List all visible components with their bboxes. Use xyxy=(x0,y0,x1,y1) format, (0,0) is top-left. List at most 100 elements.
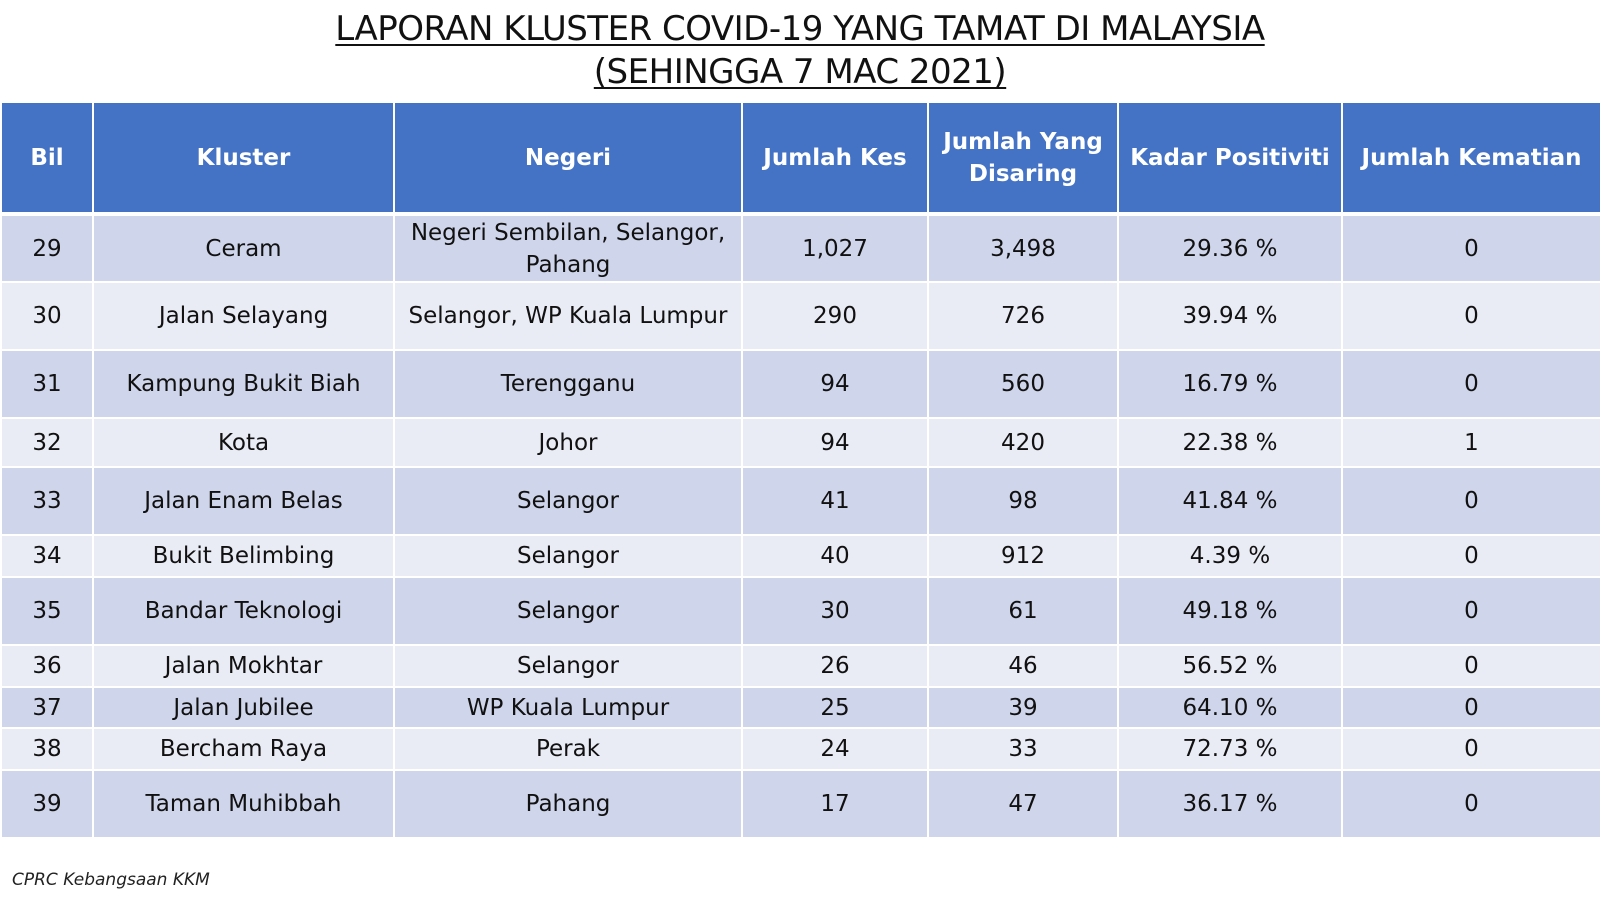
cell-jumlah-kes: 17 xyxy=(741,769,929,839)
cell-jumlah-disaring: 33 xyxy=(927,727,1119,771)
cell-negeri: Johor xyxy=(393,417,743,468)
cell-jumlah-kes: 94 xyxy=(741,417,929,468)
report-title: LAPORAN KLUSTER COVID-19 YANG TAMAT DI M… xyxy=(0,8,1600,94)
table-row: 35 Bandar Teknologi Selangor 30 61 49.18… xyxy=(0,576,1600,646)
cell-jumlah-kematian: 0 xyxy=(1341,727,1600,771)
cell-bil: 34 xyxy=(0,534,94,578)
header-kluster: Kluster xyxy=(92,101,395,216)
cell-jumlah-kes: 40 xyxy=(741,534,929,578)
cell-jumlah-kes: 1,027 xyxy=(741,213,929,283)
cell-negeri: Negeri Sembilan, Selangor, Pahang xyxy=(393,213,743,283)
cell-kluster: Bercham Raya xyxy=(92,727,395,771)
cell-kadar-positiviti: 56.52 % xyxy=(1117,644,1343,688)
cell-jumlah-kematian: 0 xyxy=(1341,466,1600,536)
cell-jumlah-disaring: 560 xyxy=(927,349,1119,419)
header-jumlah-disaring: Jumlah Yang Disaring xyxy=(927,101,1119,216)
cell-kadar-positiviti: 49.18 % xyxy=(1117,576,1343,646)
cell-kluster: Jalan Jubilee xyxy=(92,686,395,729)
cell-kadar-positiviti: 64.10 % xyxy=(1117,686,1343,729)
cell-bil: 39 xyxy=(0,769,94,839)
cell-jumlah-kes: 30 xyxy=(741,576,929,646)
cell-negeri: Selangor, WP Kuala Lumpur xyxy=(393,281,743,351)
cell-jumlah-disaring: 912 xyxy=(927,534,1119,578)
cell-bil: 36 xyxy=(0,644,94,688)
cell-bil: 30 xyxy=(0,281,94,351)
cell-negeri: WP Kuala Lumpur xyxy=(393,686,743,729)
cell-negeri: Selangor xyxy=(393,576,743,646)
cell-kluster: Jalan Enam Belas xyxy=(92,466,395,536)
cell-jumlah-disaring: 46 xyxy=(927,644,1119,688)
cell-kluster: Taman Muhibbah xyxy=(92,769,395,839)
table-row: 37 Jalan Jubilee WP Kuala Lumpur 25 39 6… xyxy=(0,686,1600,729)
cell-bil: 37 xyxy=(0,686,94,729)
cell-bil: 32 xyxy=(0,417,94,468)
header-negeri: Negeri xyxy=(393,101,743,216)
cell-jumlah-kematian: 0 xyxy=(1341,281,1600,351)
cluster-table: Bil Kluster Negeri Jumlah Kes Jumlah Yan… xyxy=(0,101,1600,839)
cell-kadar-positiviti: 72.73 % xyxy=(1117,727,1343,771)
table-row: 34 Bukit Belimbing Selangor 40 912 4.39 … xyxy=(0,534,1600,578)
cell-jumlah-disaring: 47 xyxy=(927,769,1119,839)
cell-negeri: Terengganu xyxy=(393,349,743,419)
cell-negeri: Selangor xyxy=(393,644,743,688)
cell-negeri: Perak xyxy=(393,727,743,771)
cell-jumlah-kematian: 0 xyxy=(1341,769,1600,839)
table-row: 32 Kota Johor 94 420 22.38 % 1 xyxy=(0,417,1600,468)
cell-jumlah-kes: 26 xyxy=(741,644,929,688)
cell-bil: 38 xyxy=(0,727,94,771)
cell-jumlah-kematian: 0 xyxy=(1341,534,1600,578)
cell-bil: 31 xyxy=(0,349,94,419)
cell-negeri: Selangor xyxy=(393,466,743,536)
cell-kadar-positiviti: 36.17 % xyxy=(1117,769,1343,839)
cell-negeri: Pahang xyxy=(393,769,743,839)
table-row: 36 Jalan Mokhtar Selangor 26 46 56.52 % … xyxy=(0,644,1600,688)
cell-jumlah-disaring: 726 xyxy=(927,281,1119,351)
table-row: 30 Jalan Selayang Selangor, WP Kuala Lum… xyxy=(0,281,1600,351)
table-row: 29 Ceram Negeri Sembilan, Selangor, Paha… xyxy=(0,213,1600,283)
cell-bil: 29 xyxy=(0,213,94,283)
cell-jumlah-kes: 290 xyxy=(741,281,929,351)
table-row: 38 Bercham Raya Perak 24 33 72.73 % 0 xyxy=(0,727,1600,771)
cell-jumlah-disaring: 39 xyxy=(927,686,1119,729)
cell-bil: 35 xyxy=(0,576,94,646)
table-row: 33 Jalan Enam Belas Selangor 41 98 41.84… xyxy=(0,466,1600,536)
cell-jumlah-kematian: 0 xyxy=(1341,576,1600,646)
cell-jumlah-kes: 24 xyxy=(741,727,929,771)
header-jumlah-kes: Jumlah Kes xyxy=(741,101,929,216)
cell-kadar-positiviti: 29.36 % xyxy=(1117,213,1343,283)
cell-kluster: Bandar Teknologi xyxy=(92,576,395,646)
cell-jumlah-kes: 41 xyxy=(741,466,929,536)
cell-jumlah-disaring: 61 xyxy=(927,576,1119,646)
header-bil: Bil xyxy=(0,101,94,216)
cell-jumlah-disaring: 420 xyxy=(927,417,1119,468)
cell-jumlah-kes: 94 xyxy=(741,349,929,419)
cell-negeri: Selangor xyxy=(393,534,743,578)
cell-kadar-positiviti: 16.79 % xyxy=(1117,349,1343,419)
cell-kluster: Kampung Bukit Biah xyxy=(92,349,395,419)
cell-kluster: Ceram xyxy=(92,213,395,283)
cell-kluster: Bukit Belimbing xyxy=(92,534,395,578)
cell-jumlah-kematian: 0 xyxy=(1341,213,1600,283)
table-header-row: Bil Kluster Negeri Jumlah Kes Jumlah Yan… xyxy=(0,101,1600,216)
title-line-1: LAPORAN KLUSTER COVID-19 YANG TAMAT DI M… xyxy=(335,9,1265,49)
cell-jumlah-kematian: 1 xyxy=(1341,417,1600,468)
cell-kadar-positiviti: 22.38 % xyxy=(1117,417,1343,468)
header-jumlah-kematian: Jumlah Kematian xyxy=(1341,101,1600,216)
source-note: CPRC Kebangsaan KKM xyxy=(12,870,210,890)
table-row: 39 Taman Muhibbah Pahang 17 47 36.17 % 0 xyxy=(0,769,1600,839)
cell-jumlah-kematian: 0 xyxy=(1341,686,1600,729)
cell-kluster: Kota xyxy=(92,417,395,468)
header-kadar-positiviti: Kadar Positiviti xyxy=(1117,101,1343,216)
cell-jumlah-kes: 25 xyxy=(741,686,929,729)
cell-jumlah-kematian: 0 xyxy=(1341,644,1600,688)
cell-kadar-positiviti: 4.39 % xyxy=(1117,534,1343,578)
cell-kluster: Jalan Selayang xyxy=(92,281,395,351)
cell-kadar-positiviti: 41.84 % xyxy=(1117,466,1343,536)
cell-kluster: Jalan Mokhtar xyxy=(92,644,395,688)
cell-bil: 33 xyxy=(0,466,94,536)
title-line-2: (SEHINGGA 7 MAC 2021) xyxy=(593,52,1007,92)
cell-jumlah-kematian: 0 xyxy=(1341,349,1600,419)
cell-jumlah-disaring: 98 xyxy=(927,466,1119,536)
cell-jumlah-disaring: 3,498 xyxy=(927,213,1119,283)
